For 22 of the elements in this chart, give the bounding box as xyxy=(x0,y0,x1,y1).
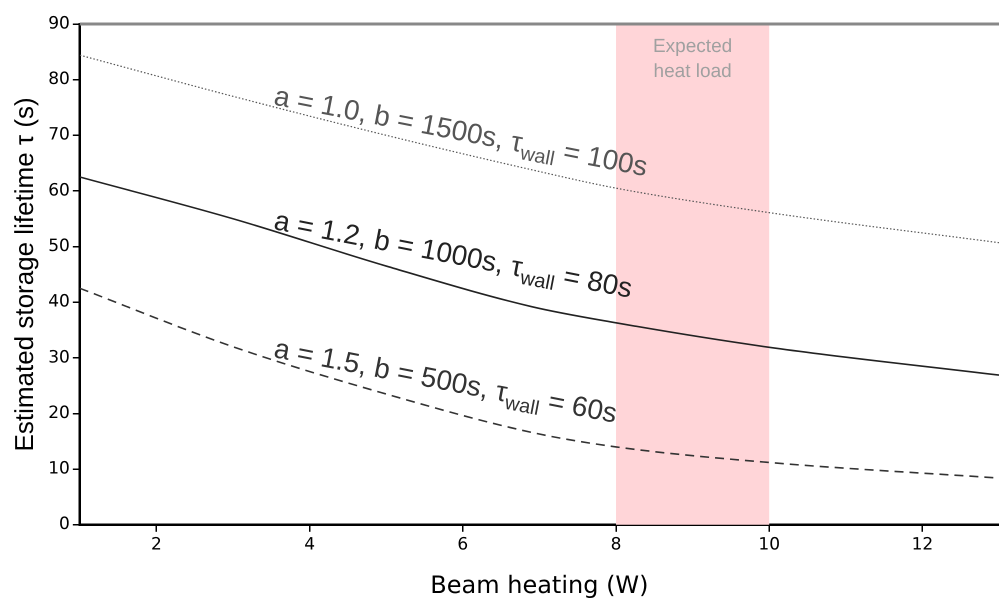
y-tick-label: 10 xyxy=(48,458,70,479)
text: a = 1.0, b = 1500s, τwall = 100s xyxy=(272,80,650,182)
y-axis-title: Estimated storage lifetime τ (s) xyxy=(8,97,39,452)
band-label: Expected heat load xyxy=(652,36,732,82)
y-tick-label: 60 xyxy=(48,180,70,200)
y-tick-label: 40 xyxy=(48,292,70,312)
y-tick-label: 80 xyxy=(48,69,70,90)
x-tick-label: 6 xyxy=(457,534,468,554)
text: a = 1.2, b = 1000s, τwall = 80s xyxy=(272,204,635,304)
y-tick-label: 0 xyxy=(59,514,70,534)
x-tick-label: 2 xyxy=(151,534,162,554)
y-tick-label: 30 xyxy=(48,347,70,368)
x-axis-title: Beam heating (W) xyxy=(430,570,649,599)
y-tick-label: 90 xyxy=(48,13,70,34)
x-tick-label: 4 xyxy=(304,534,316,554)
x-tick-label: 10 xyxy=(758,534,780,554)
y-tick-label: 20 xyxy=(48,402,70,423)
x-tick-label: 8 xyxy=(610,534,622,554)
text: a = 1.5, b = 500s, τwall = 60s xyxy=(272,332,620,429)
y-tick-label: 70 xyxy=(48,124,70,145)
x-tick-label: 12 xyxy=(912,534,934,554)
y-tick-label: 50 xyxy=(48,236,70,256)
